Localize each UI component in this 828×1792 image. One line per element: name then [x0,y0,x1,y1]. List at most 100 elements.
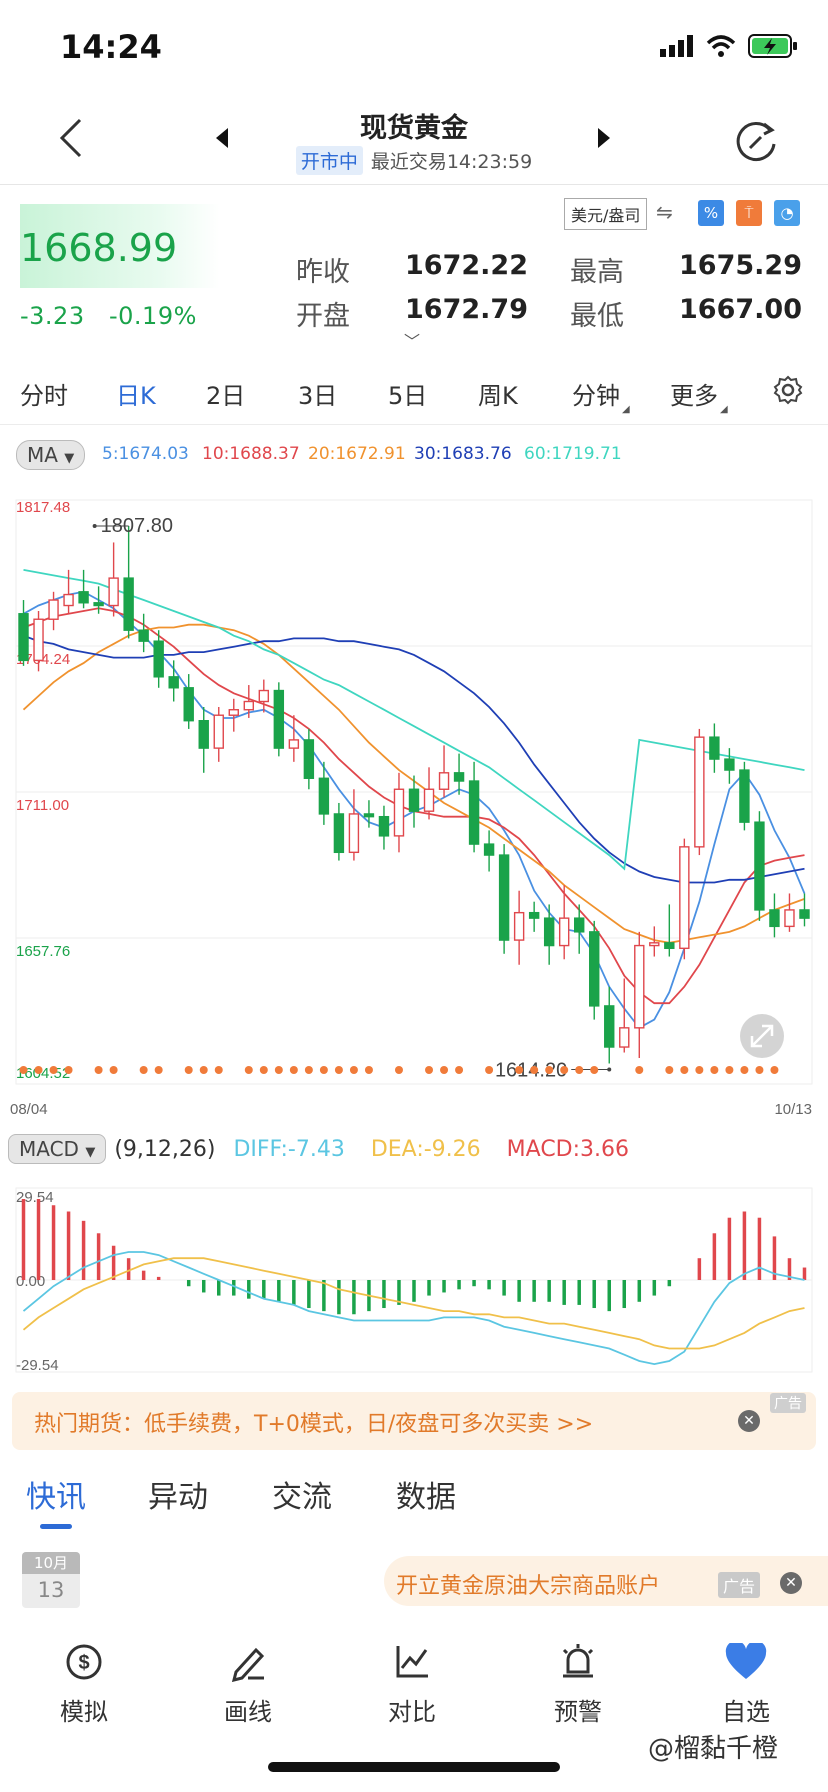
event-marker [485,1066,494,1074]
candle [754,811,765,921]
tab-daily-k[interactable]: 日K [116,382,156,410]
kline-chart[interactable]: 1817.481764.241711.001657.761604.521807.… [0,484,828,1124]
candle-body [333,813,345,854]
refresh-button[interactable] [734,118,780,164]
candle-body [408,788,420,812]
swap-unit-icon[interactable]: ⇋ [656,200,673,224]
candle [33,611,44,672]
tab-minute[interactable]: 分钟 ◢ [572,376,630,415]
next-instrument-button[interactable] [596,126,612,154]
ad-close-icon[interactable]: ✕ [738,1410,760,1432]
ma-legend-item: 5:1674.03 [102,444,189,464]
draw-line-icon [231,1647,265,1682]
nav-watchlist[interactable]: 自选 [686,1640,806,1727]
candle-body [198,720,209,749]
unit-selector[interactable]: 美元/盎司 [564,198,648,230]
event-marker [560,1066,569,1074]
tab-intraday[interactable]: 分时 [20,382,68,410]
candle [18,600,29,666]
candle [724,748,735,784]
candle [273,682,285,757]
ma60-line [23,569,805,871]
ma-selector[interactable]: MA ▼ [16,440,86,470]
candle [123,525,134,639]
market-status-badge: 开市中 [295,146,363,175]
event-marker [695,1066,704,1074]
nav-compare[interactable]: 对比 [352,1640,472,1727]
pie-chart-icon[interactable]: ◔ [774,200,800,226]
candle [528,901,540,932]
dropdown-corner-icon: ◢ [720,404,728,415]
tab-3day[interactable]: 3日 [298,382,338,410]
candle [604,986,615,1064]
event-marker [364,1066,373,1074]
macd-params: (9,12,26) [114,1136,216,1162]
event-marker [139,1066,148,1074]
event-marker [440,1066,449,1074]
tab-data[interactable]: 数据 [396,1480,456,1515]
nav-simulate[interactable]: $ 模拟 [24,1640,144,1727]
refresh-icon [736,122,776,161]
candle [664,904,675,957]
tab-2day[interactable]: 2日 [206,382,246,410]
watermark: @榴黏千橙 [648,1734,779,1764]
event-marker [575,1066,584,1074]
candle-body [318,777,330,815]
candle-body [33,618,44,662]
percent-icon[interactable]: % [698,200,724,226]
candle-body [393,788,405,837]
svg-text:$: $ [78,1652,89,1674]
ad-banner[interactable] [12,1392,816,1450]
candle [108,542,119,617]
candle [649,926,660,957]
tab-more[interactable]: 更多 ◢ [670,376,728,415]
nav-watchlist-label: 自选 [722,1698,770,1726]
macd-y-tick-label: 29.54 [16,1189,54,1206]
candle [769,893,780,938]
pin-icon[interactable]: ⍑ [736,200,762,226]
promo-close-icon[interactable]: ✕ [780,1572,802,1594]
candle-body [273,689,285,749]
promo-text[interactable]: 开立黄金原油大宗商品账户 [396,1574,661,1599]
candle [153,630,164,688]
chart-settings-button[interactable] [772,374,804,410]
candle [243,685,254,718]
tab-discussion[interactable]: 交流 [272,1480,332,1515]
y-tick-label: 1657.76 [16,943,70,960]
back-button[interactable] [50,108,90,168]
candle-body [123,577,134,631]
nav-compare-label: 对比 [388,1698,436,1726]
ma30-line [23,634,805,884]
candle [138,613,149,653]
nav-alert[interactable]: 预警 [518,1640,638,1727]
tab-weekly-k[interactable]: 周K [478,382,518,410]
chevron-left-icon [59,118,82,158]
ad-text[interactable]: 热门期货：低手续费，T+0模式，日/夜盘可多次买卖 >> [34,1412,594,1437]
event-marker [545,1066,554,1074]
candle-body [303,739,315,779]
low-value: 1667.00 [679,294,802,325]
dea-line [22,1257,805,1350]
ma-legend-item: 10:1688.37 [202,444,300,464]
prev-instrument-button[interactable] [214,126,230,154]
last-trade-time: 最近交易14:23:59 [370,151,533,173]
candle [619,978,630,1053]
candle-body [709,736,720,760]
event-marker [184,1066,193,1074]
candle [709,723,720,773]
candle-body [438,772,450,790]
candle-body [589,931,600,1007]
nav-draw-line[interactable]: 画线 [188,1640,308,1727]
macd-selector[interactable]: MACD ▼ [8,1134,107,1164]
macd-chart[interactable]: 29.54 0.00 -29.54 [0,1176,828,1376]
expand-quote-icon[interactable]: ﹀ [404,332,421,351]
tab-5day[interactable]: 5日 [388,382,428,410]
event-marker [94,1066,103,1074]
candle-body [634,944,645,1029]
event-marker [530,1066,539,1074]
open-label: 开盘 [296,301,350,332]
macd-legend: MACD ▼ (9,12,26) DIFF:-7.43 DEA:-9.26 MA… [8,1134,629,1164]
tab-movements[interactable]: 异动 [148,1480,208,1515]
tab-flash-news[interactable]: 快讯 [26,1480,86,1515]
high-label: 最高 [570,257,624,288]
